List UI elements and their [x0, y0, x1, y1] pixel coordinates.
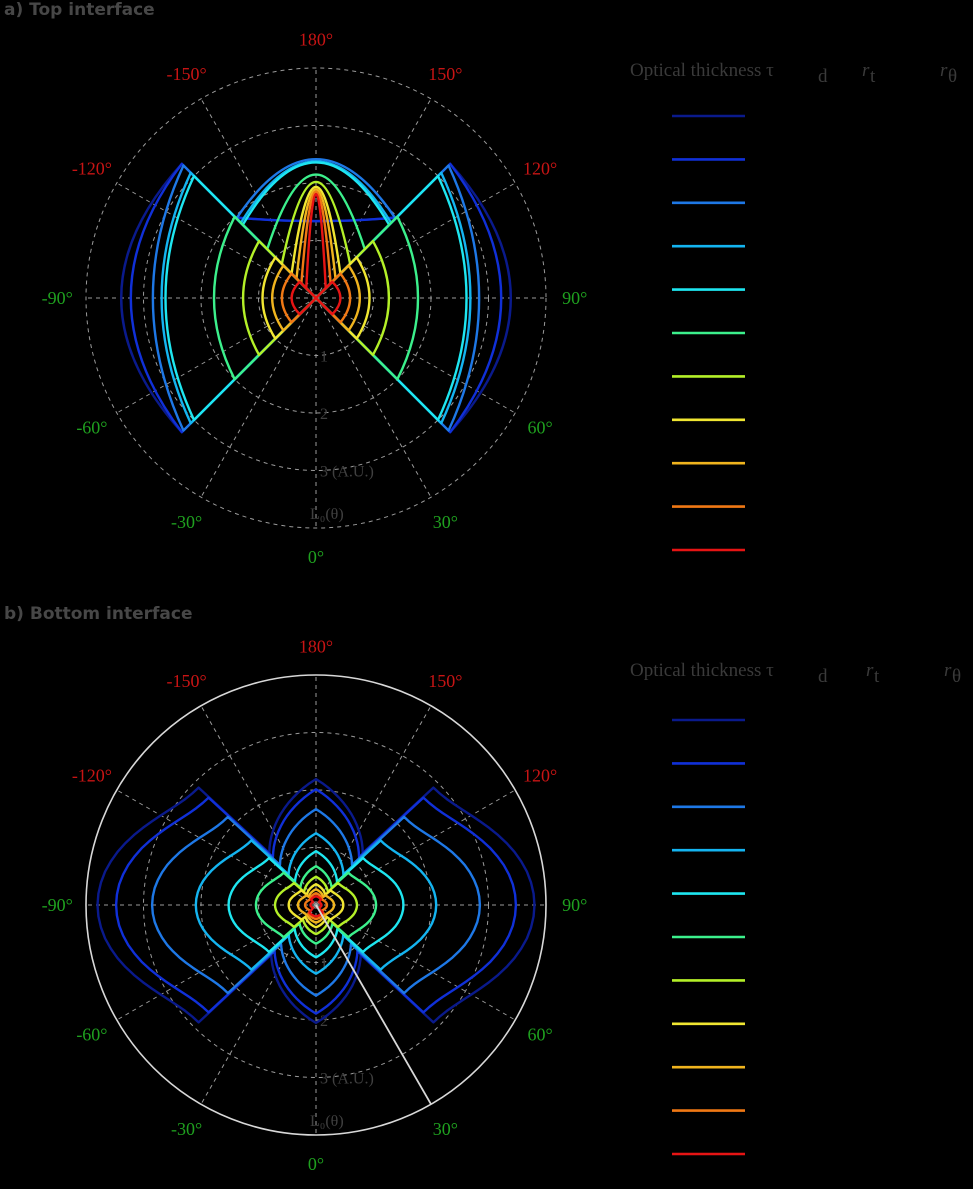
angle-tick-label: 150°	[428, 671, 462, 691]
polar-grid: 180° 150° 120° 90° 60° 30° 0° -30° -60° -90° -120°…	[42, 29, 588, 567]
legend-col3: r	[944, 660, 952, 681]
grid-spoke	[200, 297, 317, 498]
series-line	[308, 895, 324, 918]
series-line	[287, 883, 345, 929]
angle-tick-label: 180°	[299, 29, 333, 49]
series-line	[296, 888, 336, 924]
polar-chart-bottom: 180° 150° 120° 90° 60° 30° 0° -30° -60° -90° -120°…	[42, 636, 961, 1174]
series-line	[290, 280, 342, 316]
angle-tick-label: 120°	[523, 766, 557, 786]
series-line	[300, 190, 332, 284]
grid-spoke	[315, 904, 516, 1021]
angle-tick-label: 90°	[562, 895, 587, 915]
polar-chart-top: 180° 150° 120° 90° 60° 30° 0° -30° -60° -90° -120°…	[42, 29, 957, 567]
angle-tick-label: -90°	[42, 895, 73, 915]
panel-b-title: b) Bottom interface	[4, 604, 193, 624]
series-line	[290, 185, 342, 274]
series-line	[235, 216, 397, 223]
angle-tick-label: 150°	[428, 64, 462, 84]
grid-ring	[143, 732, 489, 1078]
grid-spoke	[200, 705, 317, 906]
series-line	[150, 807, 482, 997]
legend-header-subscript: d	[818, 66, 828, 87]
series-group	[120, 158, 512, 434]
angle-tick-label: -90°	[42, 288, 73, 308]
radial-tick-label: 3 (A.U.)	[320, 464, 374, 481]
grid-spoke	[200, 904, 317, 1105]
angle-tick-label: -120°	[72, 159, 112, 179]
angle-marker-line	[315, 904, 432, 1105]
radial-tick-label: 2	[320, 406, 328, 423]
legend-header: Optical thickness τ	[630, 60, 774, 81]
legend-col2-subscript: t	[874, 666, 880, 687]
angle-tick-label: -60°	[76, 417, 107, 437]
series-line	[273, 875, 359, 936]
legend-col3-subscript: θ	[952, 666, 961, 687]
legend-header-subscript: d	[818, 666, 828, 687]
angle-tick-label: 90°	[562, 288, 587, 308]
angle-tick-label: -30°	[171, 1119, 202, 1139]
angle-tick-label: 60°	[527, 1024, 552, 1044]
grid-outer-ring	[85, 67, 547, 529]
series-line	[266, 173, 366, 250]
angle-tick-label: 30°	[433, 1119, 458, 1139]
panel-a-title: a) Top interface	[4, 0, 155, 20]
series-line	[96, 777, 536, 1025]
radial-tick-label: 1	[320, 956, 328, 973]
series-line	[305, 193, 327, 289]
grid-spoke	[116, 182, 317, 299]
angle-tick-label: 0°	[308, 1154, 324, 1174]
legend-col2-subscript: t	[870, 66, 876, 87]
series-line	[194, 832, 438, 975]
legend-col2: r	[866, 660, 874, 681]
series-line	[254, 865, 378, 945]
radial-tick-label: 1	[320, 349, 328, 366]
legend-col3: r	[940, 60, 948, 81]
angle-tick-label: -150°	[167, 671, 207, 691]
grid-spoke	[116, 297, 317, 414]
series-line	[280, 180, 352, 265]
grid-spoke	[315, 705, 432, 906]
angle-tick-label: 30°	[433, 512, 458, 532]
series-line	[303, 892, 329, 921]
legend-header: Optical thickness τ	[630, 660, 774, 681]
grid-spoke	[116, 904, 317, 1021]
radial-axis-label: L₀(θ)	[310, 506, 344, 523]
grid-spoke	[315, 297, 516, 414]
series-group	[96, 777, 536, 1105]
grid-spoke	[315, 297, 432, 498]
series-line	[235, 158, 397, 220]
legend-col3-subscript: θ	[948, 66, 957, 87]
angle-tick-label: -60°	[76, 1024, 107, 1044]
angle-tick-label: -150°	[167, 64, 207, 84]
radial-tick-label: 3 (A.U.)	[320, 1071, 374, 1088]
grid-ring	[143, 125, 489, 471]
angle-tick-label: 0°	[308, 547, 324, 567]
grid-spoke	[315, 789, 516, 906]
grid-outer-ring	[85, 674, 547, 1136]
radial-axis-label: L₀(θ)	[310, 1113, 344, 1130]
series-line	[295, 188, 337, 279]
grid-spoke	[315, 182, 516, 299]
angle-tick-label: 60°	[527, 417, 552, 437]
angle-tick-label: 180°	[299, 636, 333, 656]
grid-spoke	[116, 789, 317, 906]
angle-tick-label: 120°	[523, 159, 557, 179]
angle-tick-label: -120°	[72, 766, 112, 786]
radial-tick-label: 2	[320, 1013, 328, 1030]
series-line	[241, 161, 391, 226]
angle-tick-label: -30°	[171, 512, 202, 532]
series-line	[227, 850, 405, 959]
polar-grid: 180° 150° 120° 90° 60° 30° 0° -30° -60° -90° -120°…	[42, 636, 588, 1174]
series-line	[114, 788, 518, 1015]
legend-col2: r	[862, 60, 870, 81]
